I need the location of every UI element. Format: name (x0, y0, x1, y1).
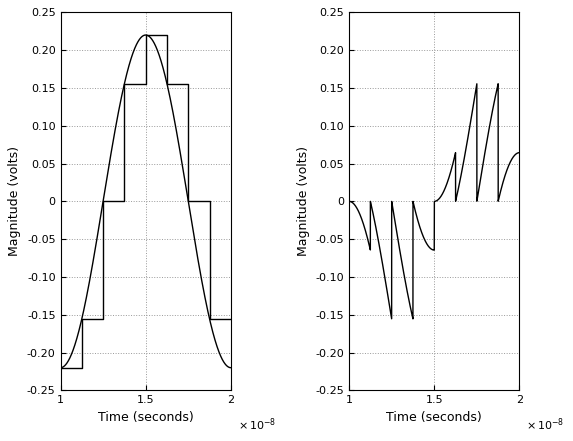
Text: $\times\,10^{-8}$: $\times\,10^{-8}$ (527, 416, 564, 433)
X-axis label: Time (seconds): Time (seconds) (386, 411, 482, 424)
Y-axis label: Magnitude (volts): Magnitude (volts) (297, 146, 310, 256)
Y-axis label: Magnitude (volts): Magnitude (volts) (9, 146, 21, 256)
X-axis label: Time (seconds): Time (seconds) (98, 411, 194, 424)
Text: $\times\,10^{-8}$: $\times\,10^{-8}$ (238, 416, 276, 433)
